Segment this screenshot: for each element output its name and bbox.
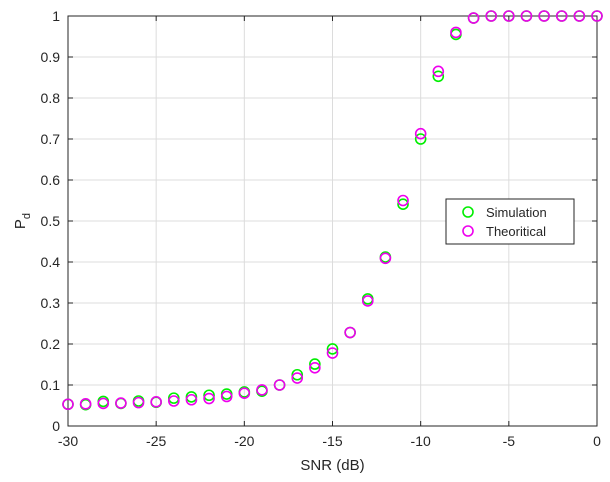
y-tick-label: 0.1 <box>41 377 61 393</box>
data-point-simulation <box>309 358 321 370</box>
data-point-theoritical <box>79 398 92 410</box>
data-point-theoritical <box>220 390 233 403</box>
data-point-theoritical <box>291 372 304 384</box>
data-point-simulation <box>291 368 304 381</box>
y-tick-label: 0 <box>52 418 60 434</box>
y-tick-label: 0.6 <box>41 172 61 188</box>
y-tick-label: 0.7 <box>41 131 61 147</box>
x-axis-label: SNR (dB) <box>300 457 364 474</box>
y-tick-label: 1 <box>52 8 60 24</box>
y-tick-label: 0.2 <box>41 336 61 352</box>
data-point-theoritical <box>115 397 127 409</box>
data-point-theoritical <box>379 252 392 265</box>
data-point-theoritical <box>414 127 427 140</box>
x-tick-label: -25 <box>146 433 166 449</box>
data-point-theoritical <box>361 295 374 307</box>
legend-marker-simulation <box>462 206 474 218</box>
legend-label-simulation: Simulation <box>486 205 547 220</box>
y-tick-label: 0.9 <box>41 49 61 65</box>
data-points <box>62 10 603 411</box>
data-point-simulation <box>432 70 445 83</box>
data-point-theoritical <box>309 361 321 374</box>
data-point-theoritical <box>573 10 586 22</box>
x-tick-label: -5 <box>503 433 516 449</box>
data-point-theoritical <box>538 10 550 22</box>
data-point-simulation <box>414 133 427 145</box>
data-point-theoritical <box>185 393 198 406</box>
legend-label-theoritical: Theoritical <box>486 224 546 239</box>
data-point-theoritical <box>432 65 445 78</box>
legend: Simulation Theoritical <box>445 198 575 245</box>
x-tick-label: -15 <box>322 433 342 449</box>
data-point-theoritical <box>238 387 251 400</box>
data-point-simulation <box>326 343 339 355</box>
y-tick-label: 0.8 <box>41 90 61 106</box>
x-tick-label: 0 <box>593 433 601 449</box>
data-point-theoritical <box>555 10 568 22</box>
data-point-theoritical <box>62 398 74 411</box>
y-axis-label: Pd <box>12 213 33 229</box>
data-point-theoritical <box>397 194 409 207</box>
data-point-simulation <box>397 198 409 210</box>
data-point-theoritical <box>467 12 480 24</box>
data-point-theoritical <box>591 10 603 22</box>
y-axis-label-text: Pd <box>12 213 33 229</box>
legend-marker-theoritical <box>462 225 474 237</box>
data-point-theoritical <box>150 396 162 408</box>
y-axis-label-subscript: d <box>21 213 33 219</box>
x-tick-label: -10 <box>411 433 431 449</box>
data-point-theoritical <box>520 10 533 22</box>
axis-ticks: -30 -25 -20 -15 -10 -5 0 0 0.1 0.2 0.3 0.4 0.5 0.6 0.7… <box>41 8 602 449</box>
data-point-theoritical <box>273 379 286 391</box>
data-point-theoritical <box>503 10 515 22</box>
data-point-theoritical <box>132 396 145 409</box>
data-point-theoritical <box>256 384 268 396</box>
x-tick-label: -20 <box>234 433 254 449</box>
data-point-theoritical <box>203 392 215 405</box>
data-point-theoritical <box>344 326 356 339</box>
y-tick-label: 0.5 <box>41 213 61 229</box>
data-point-simulation <box>203 389 215 402</box>
y-tick-label: 0.3 <box>41 295 61 311</box>
x-tick-label: -30 <box>58 433 78 449</box>
data-point-theoritical <box>168 395 180 407</box>
data-point-theoritical <box>97 397 110 410</box>
data-point-theoritical <box>485 10 498 22</box>
y-tick-label: 0.4 <box>41 254 61 270</box>
data-point-theoritical <box>450 26 462 39</box>
data-point-theoritical <box>326 347 339 359</box>
y-axis-label-main: P <box>12 219 29 229</box>
